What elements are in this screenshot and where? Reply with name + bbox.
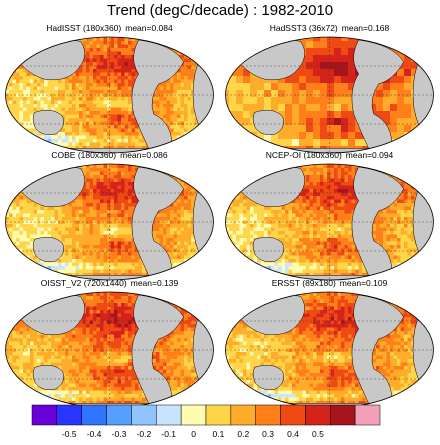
mean-label: mean=0.094: [346, 150, 394, 160]
colorbar-tick-label: 0.4: [287, 429, 299, 439]
colorbar-swatch: [107, 405, 132, 425]
panel-label: COBE (180x360) mean=0.086: [2, 149, 217, 161]
dataset-name: ERSST (89x180): [272, 278, 336, 288]
trend-map: [2, 34, 217, 156]
colorbar-tick-label: -0.3: [112, 429, 127, 439]
mean-label: mean=0.109: [340, 278, 388, 288]
mean-label: mean=0.086: [120, 150, 168, 160]
land-mass: [182, 293, 198, 311]
colorbar-tick-label: -0.4: [87, 429, 102, 439]
colorbar-swatch: [32, 405, 57, 425]
colorbar-swatch: [57, 405, 82, 425]
map-panel: HadISST (180x360) mean=0.084: [2, 22, 217, 156]
trend-map: [2, 289, 217, 411]
panel-label: ERSST (89x180) mean=0.109: [222, 277, 437, 289]
colorbar-tick-label: 0.2: [237, 429, 249, 439]
colorbar-swatch: [156, 405, 181, 425]
map-panel: ERSST (89x180) mean=0.109: [222, 277, 437, 411]
colorbar-swatch: [131, 405, 156, 425]
colorbar-tick-label: -0.5: [62, 429, 77, 439]
land-mass: [402, 293, 418, 311]
figure-title: Trend (degC/decade) : 1982-2010: [0, 0, 440, 22]
panel-label: HadSST3 (36x72) mean=0.168: [222, 22, 437, 34]
colorbar-swatch: [330, 405, 355, 425]
colorbar-swatch: [181, 405, 206, 425]
map-panel: HadSST3 (36x72) mean=0.168: [222, 22, 437, 156]
colorbar-tick-label: 0: [191, 429, 196, 439]
trend-map: [2, 161, 217, 283]
land-mass: [402, 165, 418, 183]
colorbar-swatch: [231, 405, 256, 425]
trend-map: [222, 161, 437, 283]
map-panel: COBE (180x360) mean=0.086: [2, 149, 217, 283]
trend-map: [222, 289, 437, 411]
colorbar-swatch: [305, 405, 330, 425]
colorbar-swatch: [355, 405, 380, 425]
colorbar-tick-label: 0.3: [262, 429, 274, 439]
land-mass: [402, 38, 418, 56]
dataset-name: COBE (180x360): [51, 150, 116, 160]
dataset-name: HadISST (180x360): [46, 23, 121, 33]
panel-label: OISST_V2 (720x1440) mean=0.139: [2, 277, 217, 289]
colorbar-swatch: [206, 405, 231, 425]
map-panel: OISST_V2 (720x1440) mean=0.139: [2, 277, 217, 411]
mean-label: mean=0.168: [342, 23, 390, 33]
colorbar-swatch: [256, 405, 281, 425]
dataset-name: NCEP-OI (180x360): [266, 150, 342, 160]
colorbar-swatch: [281, 405, 306, 425]
colorbar: -0.5 -0.4 -0.3 -0.2 -0.1 0 0.1 0.2 0.3 0.4 0.5: [0, 402, 440, 440]
trend-map: [222, 34, 437, 156]
panel-label: NCEP-OI (180x360) mean=0.094: [222, 149, 437, 161]
map-panel: NCEP-OI (180x360) mean=0.094: [222, 149, 437, 283]
mean-label: mean=0.139: [131, 278, 179, 288]
colorbar-tick-label: -0.2: [137, 429, 152, 439]
mean-label: mean=0.084: [125, 23, 173, 33]
colorbar-tick-label: 0.5: [312, 429, 324, 439]
colorbar-tick-label: 0.1: [212, 429, 224, 439]
colorbar-swatch: [82, 405, 107, 425]
land-mass: [182, 165, 198, 183]
panel-label: HadISST (180x360) mean=0.084: [2, 22, 217, 34]
colorbar-tick-label: -0.1: [161, 429, 176, 439]
land-mass: [182, 38, 198, 56]
dataset-name: OISST_V2 (720x1440): [41, 278, 127, 288]
dataset-name: HadSST3 (36x72): [270, 23, 338, 33]
